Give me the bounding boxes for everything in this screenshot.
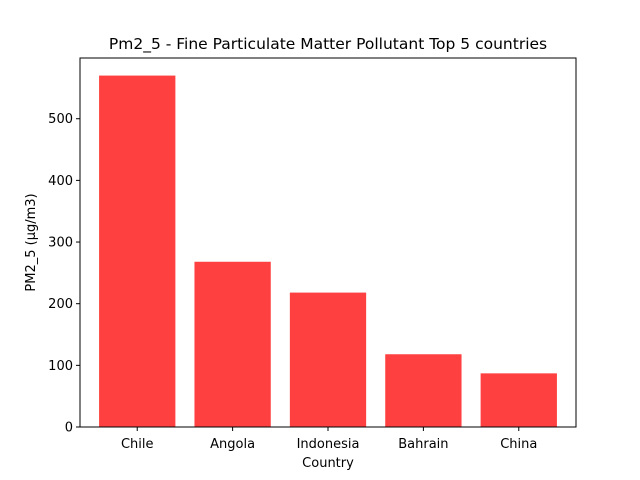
y-tick-label-500: 500 xyxy=(48,112,73,127)
plot-frame xyxy=(79,57,577,428)
y-tick-label-0: 0 xyxy=(65,421,73,436)
bar-indonesia xyxy=(289,292,367,427)
y-tick-label-200: 200 xyxy=(48,297,73,312)
bars-group xyxy=(99,75,557,428)
y-tick-label-300: 300 xyxy=(48,236,73,251)
y-tick-label-400: 400 xyxy=(48,174,73,189)
bar-angola xyxy=(194,261,271,427)
x-tick-label-angola: Angola xyxy=(210,437,255,452)
x-tick-label-chile: Chile xyxy=(121,437,154,452)
bar-china xyxy=(480,373,557,427)
x-axis-label: Country xyxy=(302,456,354,471)
chart-title: Pm2_5 - Fine Particulate Matter Pollutan… xyxy=(109,35,547,54)
x-tick-label-indonesia: Indonesia xyxy=(297,437,360,452)
bar-chile xyxy=(99,75,176,428)
y-axis: 0 100 200 300 400 500 xyxy=(48,112,80,436)
x-tick-label-china: China xyxy=(500,437,537,452)
x-axis: Chile Angola Indonesia Bahrain China xyxy=(121,427,537,452)
y-tick-label-100: 100 xyxy=(48,359,73,374)
bar-bahrain xyxy=(385,354,462,427)
x-tick-label-bahrain: Bahrain xyxy=(398,437,448,452)
y-axis-label: PM2_5 (µg/m3) xyxy=(24,193,39,291)
